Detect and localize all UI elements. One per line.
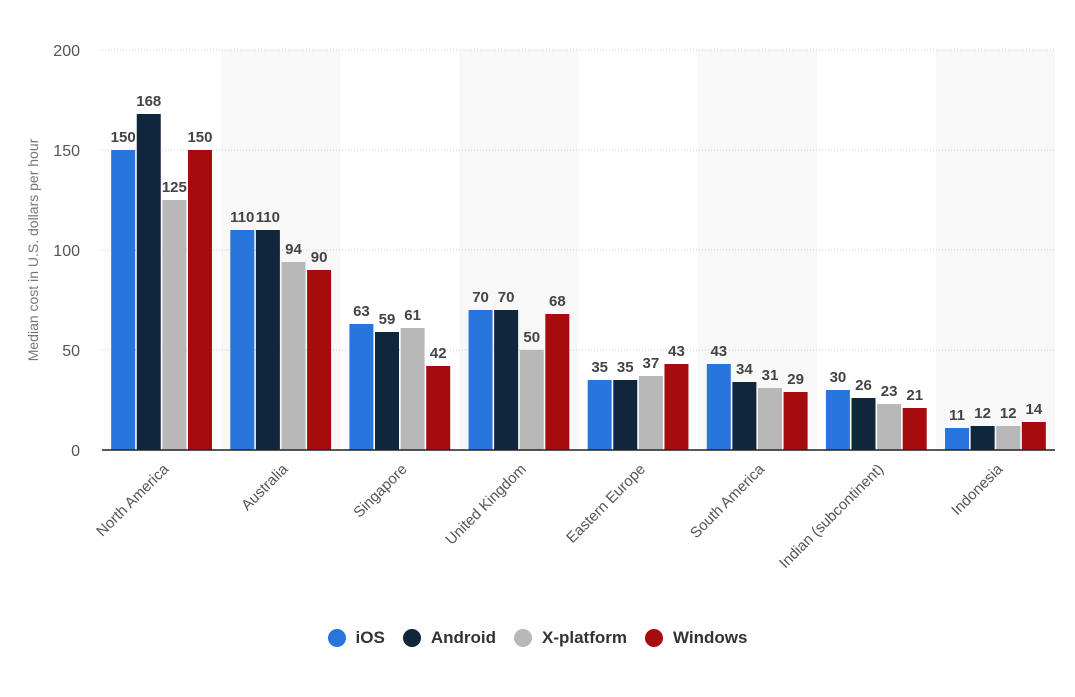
- data-label: 110: [230, 209, 254, 226]
- bar: [519, 350, 544, 450]
- bar: [587, 380, 612, 450]
- legend-marker-icon: [327, 629, 346, 647]
- data-label: 68: [549, 293, 566, 310]
- x-tick-label: South America: [687, 460, 768, 541]
- data-label: 110: [256, 209, 280, 226]
- bar: [162, 200, 187, 450]
- bar: [400, 328, 425, 450]
- data-label: 168: [136, 93, 161, 110]
- bar: [255, 230, 280, 450]
- data-label: 30: [830, 369, 847, 386]
- y-tick-label: 150: [53, 143, 80, 160]
- bar: [732, 382, 757, 450]
- y-tick-label: 50: [62, 343, 80, 360]
- category-band: [935, 50, 1055, 450]
- data-label: 150: [187, 129, 212, 146]
- data-label: 94: [285, 241, 302, 258]
- data-label: 125: [162, 179, 187, 196]
- bar: [877, 404, 902, 450]
- x-tick-label: Australia: [238, 460, 292, 514]
- bar: [851, 398, 876, 450]
- data-label: 31: [762, 367, 779, 384]
- data-label: 35: [617, 359, 634, 376]
- data-label: 12: [1000, 405, 1017, 422]
- data-label: 26: [855, 377, 872, 394]
- legend-item[interactable]: Android: [402, 628, 496, 648]
- bar: [230, 230, 255, 450]
- bar: [375, 332, 400, 450]
- data-label: 42: [430, 345, 447, 362]
- bar: [902, 408, 927, 450]
- data-label: 11: [949, 407, 965, 424]
- data-label: 37: [643, 355, 660, 372]
- bar: [664, 364, 689, 450]
- bar: [187, 150, 212, 450]
- legend-label: X-platform: [542, 628, 627, 647]
- x-tick-label: Eastern Europe: [563, 461, 649, 547]
- legend-label: iOS: [355, 628, 385, 647]
- data-label: 70: [472, 289, 489, 306]
- y-tick-label: 100: [53, 243, 80, 260]
- bar: [970, 426, 995, 450]
- data-label: 61: [404, 307, 421, 324]
- bar: [349, 324, 374, 450]
- legend-marker-icon: [402, 629, 421, 647]
- data-label: 21: [906, 387, 923, 404]
- y-axis-label: Median cost in U.S. dollars per hour: [25, 138, 41, 361]
- bar: [1021, 422, 1046, 450]
- bar: [545, 314, 570, 450]
- data-label: 43: [710, 343, 727, 360]
- y-tick-label: 0: [71, 443, 80, 460]
- x-tick-label: Singapore: [350, 461, 410, 521]
- data-label: 23: [881, 383, 898, 400]
- data-label: 34: [736, 361, 753, 378]
- bar: [945, 428, 970, 450]
- x-tick-label: United Kingdom: [442, 461, 529, 548]
- bar-chart: 0 50 100 150 200 Median cost in U.S. dollars …: [25, 43, 1055, 572]
- bar: [281, 262, 306, 450]
- data-label: 43: [668, 343, 685, 360]
- bar: [613, 380, 638, 450]
- x-tick-label: North America: [93, 460, 173, 540]
- legend: iOS Android X-platform Windows: [0, 628, 1075, 648]
- data-label: 35: [591, 359, 608, 376]
- data-label: 14: [1025, 401, 1042, 418]
- x-tick-label: Indian (subcontinent): [776, 461, 887, 572]
- bar: [638, 376, 663, 450]
- bar: [757, 388, 782, 450]
- bar: [825, 390, 850, 450]
- bar: [494, 310, 519, 450]
- data-label: 150: [111, 129, 136, 146]
- bar: [783, 392, 808, 450]
- legend-label: Windows: [673, 628, 748, 647]
- bar: [136, 114, 161, 450]
- data-label: 29: [787, 371, 804, 388]
- data-label: 90: [311, 249, 328, 266]
- legend-item[interactable]: iOS: [327, 628, 385, 648]
- y-tick-label: 200: [53, 43, 80, 60]
- legend-marker-icon: [514, 629, 532, 647]
- data-label: 70: [498, 289, 515, 306]
- x-tick-label: Indonesia: [948, 460, 1006, 518]
- bar: [706, 364, 731, 450]
- data-label: 63: [353, 303, 370, 320]
- legend-label: Android: [430, 628, 496, 647]
- bar: [307, 270, 332, 450]
- data-label: 12: [974, 405, 991, 422]
- legend-item[interactable]: Windows: [645, 628, 747, 648]
- data-label: 59: [379, 311, 396, 328]
- legend-marker-icon: [645, 629, 663, 647]
- legend-item[interactable]: X-platform: [514, 628, 627, 648]
- bar: [468, 310, 493, 450]
- bar: [996, 426, 1021, 450]
- bar: [111, 150, 136, 450]
- bar: [426, 366, 451, 450]
- data-label: 50: [523, 329, 540, 346]
